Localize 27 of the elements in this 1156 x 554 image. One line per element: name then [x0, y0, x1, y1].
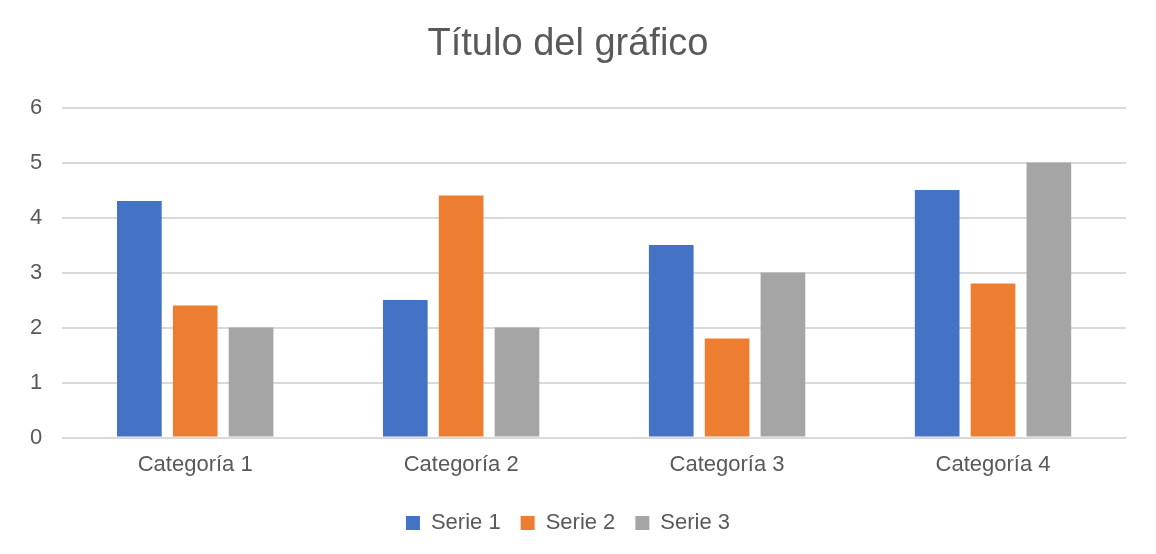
bar	[704, 338, 750, 437]
bar	[117, 201, 162, 437]
bar	[648, 245, 694, 437]
bar	[172, 305, 218, 437]
y-tick-label: 1	[29, 368, 43, 394]
bar	[914, 190, 960, 437]
x-tick-label: Categoría 4	[935, 450, 1051, 476]
legend-label: Serie 2	[545, 509, 616, 535]
legend-label: Serie 3	[660, 509, 731, 535]
bar	[494, 327, 540, 437]
legend-label: Serie 1	[430, 509, 501, 535]
x-tick-label: Categoría 3	[669, 450, 785, 476]
chart-title: Título del gráfico	[427, 21, 709, 64]
bar	[1026, 162, 1072, 437]
x-tick-label: Categoría 1	[137, 450, 253, 476]
y-tick-label: 4	[29, 203, 43, 229]
y-tick-label: 0	[29, 423, 43, 449]
bar	[760, 272, 806, 437]
bar	[970, 283, 1016, 437]
bar	[228, 327, 274, 437]
x-tick-label: Categoría 2	[403, 450, 519, 476]
y-tick-label: 6	[29, 93, 43, 119]
y-tick-label: 3	[29, 258, 43, 284]
bar	[438, 195, 484, 437]
bar	[382, 300, 428, 437]
y-tick-label: 5	[29, 148, 43, 174]
y-tick-label: 2	[29, 313, 43, 339]
